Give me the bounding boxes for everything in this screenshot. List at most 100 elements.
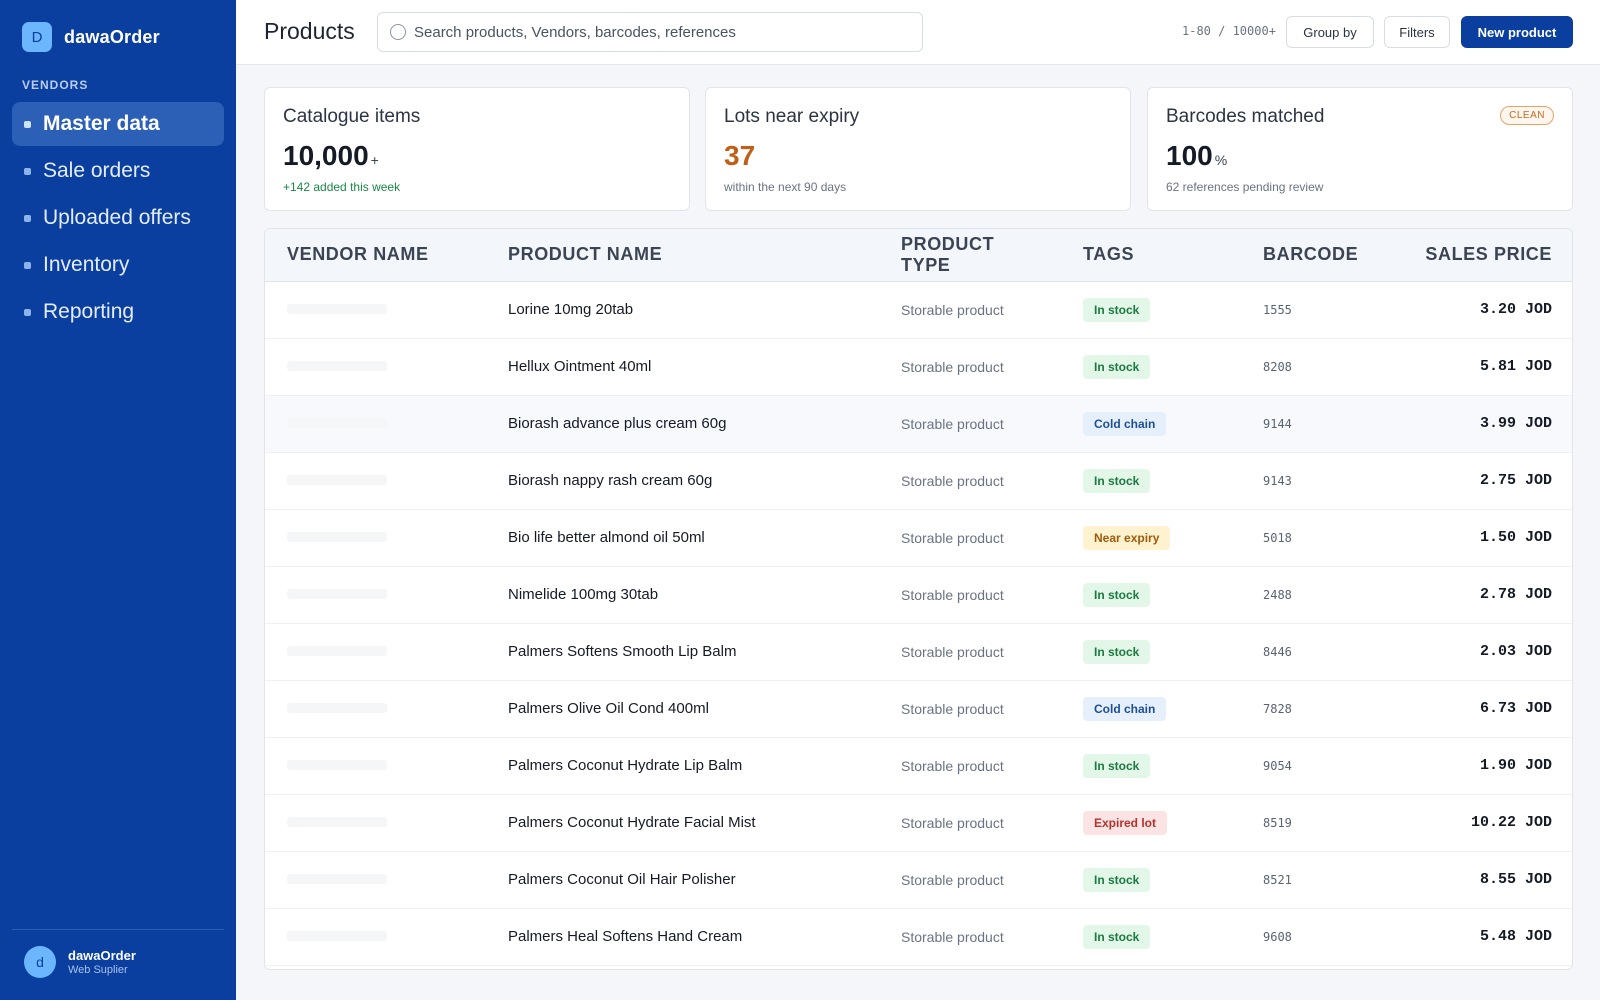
column-header-barcode[interactable]: BARCODE xyxy=(1263,244,1359,265)
column-header-tags[interactable]: TAGS xyxy=(1083,244,1135,265)
table-row[interactable]: Palmers Olive Oil Cond 400ml Storable pro… xyxy=(265,680,1572,737)
stat-number: 10,000 xyxy=(283,140,369,171)
page-title: Products xyxy=(264,18,355,44)
bullet-icon xyxy=(24,167,31,175)
stat-value: 37 xyxy=(724,140,1112,172)
product-name-cell[interactable]: Nimelide 100mg 30tab xyxy=(508,586,659,603)
vendor-cell xyxy=(265,566,486,623)
tags-cell: In stock xyxy=(1061,908,1241,965)
product-type-cell: Storable product xyxy=(901,871,1004,888)
table-row[interactable]: Palmers Heal Softens Hand Cream Storable … xyxy=(265,908,1572,965)
price-cell: 3.99 JOD xyxy=(1479,415,1552,432)
column-header-product[interactable]: PRODUCT NAME xyxy=(508,244,663,265)
stat-value: 100% xyxy=(1166,140,1554,172)
product-name-cell[interactable]: Biorash advance plus cream 60g xyxy=(508,415,727,432)
tag-badge: In stock xyxy=(1083,639,1151,664)
bullet-icon xyxy=(24,261,31,269)
tag-badge: In stock xyxy=(1083,753,1151,778)
brand[interactable]: D dawaOrder xyxy=(22,22,160,52)
vendor-cell xyxy=(265,851,486,908)
barcode-cell: 9054 xyxy=(1263,758,1292,773)
column-header-price[interactable]: SALES PRICE xyxy=(1425,244,1552,265)
price-cell: 1.90 JOD xyxy=(1479,757,1552,774)
product-name-cell[interactable]: Palmers Coconut Hydrate Lip Balm xyxy=(508,757,743,774)
sidebar: D dawaOrder VENDORS Master data Sale ord… xyxy=(0,0,236,1000)
product-name-cell[interactable]: Palmers Coconut Hydrate Facial Mist xyxy=(508,814,756,831)
tag-badge: Expired lot xyxy=(1083,810,1168,835)
product-name-cell[interactable]: Palmers Softens Smooth Lip Balm xyxy=(508,643,737,660)
tag-badge: In stock xyxy=(1083,297,1151,322)
sidebar-item-master-data[interactable]: Master data xyxy=(12,102,224,146)
table-row[interactable]: Palmers Coconut Oil Hair Polisher Storabl… xyxy=(265,851,1572,908)
filters-button[interactable]: Filters xyxy=(1384,16,1450,48)
product-type-cell: Storable product xyxy=(901,415,1004,432)
product-type-cell: Storable product xyxy=(901,472,1004,489)
product-type-cell: Storable product xyxy=(901,928,1004,945)
price-cell: 5.81 JOD xyxy=(1479,358,1552,375)
vendor-cell xyxy=(265,281,486,338)
stat-number: 100 xyxy=(1166,140,1213,171)
table-row[interactable]: Biorash nappy rash cream 60g Storable pro… xyxy=(265,452,1572,509)
search-box[interactable] xyxy=(377,12,923,52)
tags-cell: Near expiry xyxy=(1061,509,1241,566)
sidebar-item-label: Master data xyxy=(43,112,160,135)
bullet-icon xyxy=(24,308,31,316)
table-row[interactable]: Palmers Softens Smooth Lip Balm Storable … xyxy=(265,623,1572,680)
table-row[interactable]: Lorine 10mg 20tab Storable product In stoc… xyxy=(265,281,1572,338)
product-type-cell: Storable product xyxy=(901,643,1004,660)
sidebar-item-label: Reporting xyxy=(43,300,135,323)
tags-cell: In stock xyxy=(1061,737,1241,794)
product-name-cell[interactable]: Palmers Coconut Oil Hair Polisher xyxy=(508,871,736,888)
product-name-cell[interactable]: Hellux Ointment 40ml xyxy=(508,358,652,375)
table-row[interactable]: Palmers Coconut Hydrate Facial Mist Stora… xyxy=(265,794,1572,851)
tags-cell: In stock xyxy=(1061,566,1241,623)
table-row[interactable]: Nimelide 100mg 30tab Storable product In s… xyxy=(265,566,1572,623)
sidebar-item-label: Inventory xyxy=(43,253,130,276)
new-product-button[interactable]: New product xyxy=(1461,16,1573,48)
vendor-cell xyxy=(265,452,486,509)
barcode-cell: 8519 xyxy=(1263,815,1292,830)
stat-unit: % xyxy=(1214,152,1228,168)
product-name-cell[interactable]: Bio life better almond oil 50ml xyxy=(508,529,705,546)
sidebar-item-sale-orders[interactable]: Sale orders xyxy=(12,149,224,193)
sidebar-item-inventory[interactable]: Inventory xyxy=(12,243,224,287)
column-header-vendor[interactable]: VENDOR NAME xyxy=(287,244,429,265)
product-name-cell[interactable]: Biorash nappy rash cream 60g xyxy=(508,472,713,489)
product-name-cell[interactable]: Palmers Olive Oil Cond 400ml xyxy=(508,700,709,717)
product-type-cell: Storable product xyxy=(901,700,1004,717)
barcode-cell: 2488 xyxy=(1263,587,1292,602)
tags-cell: In stock xyxy=(1061,851,1241,908)
vendor-cell xyxy=(265,338,486,395)
bullet-icon xyxy=(24,214,31,222)
product-name-cell[interactable]: Palmers Heal Softens Hand Cream xyxy=(508,928,743,945)
pager[interactable]: 1-80 / 10000+ xyxy=(1182,24,1276,38)
stat-title: Lots near expiry xyxy=(724,106,860,127)
search-input[interactable] xyxy=(414,23,914,41)
product-type-cell: Storable product xyxy=(901,586,1004,603)
barcode-cell: 8446 xyxy=(1263,644,1292,659)
vendor-placeholder xyxy=(287,817,387,827)
sidebar-item-reporting[interactable]: Reporting xyxy=(12,290,224,334)
table-row[interactable]: Bio life better almond oil 50ml Storable … xyxy=(265,509,1572,566)
vendor-placeholder xyxy=(287,874,387,884)
stat-number: 37 xyxy=(724,140,756,171)
user-profile[interactable]: d dawaOrder Web Suplier xyxy=(12,929,224,978)
price-cell: 5.48 JOD xyxy=(1479,928,1552,945)
sidebar-item-uploaded-offers[interactable]: Uploaded offers xyxy=(12,196,224,240)
vendor-placeholder xyxy=(287,418,387,428)
user-info: dawaOrder Web Suplier xyxy=(68,948,136,976)
table-row[interactable]: Palmers Coconut Hydrate Lip Balm Storable… xyxy=(265,737,1572,794)
top-bar: Products 1-80 / 10000+ Group by Filters … xyxy=(236,0,1600,65)
price-cell: 3.20 JOD xyxy=(1479,301,1552,318)
product-name-cell[interactable]: Lorine 10mg 20tab xyxy=(508,301,634,318)
table-row[interactable]: Biorash advance plus cream 60g Storable p… xyxy=(265,395,1572,452)
vendor-placeholder xyxy=(287,760,387,770)
vendor-placeholder xyxy=(287,646,387,656)
price-cell: 2.03 JOD xyxy=(1479,643,1552,660)
tag-badge: Cold chain xyxy=(1083,696,1167,721)
price-cell: 1.50 JOD xyxy=(1479,529,1552,546)
group-by-button[interactable]: Group by xyxy=(1286,16,1374,48)
table-row[interactable]: Hellux Ointment 40ml Storable product In s… xyxy=(265,338,1572,395)
column-header-type[interactable]: PRODUCT TYPE xyxy=(901,233,995,275)
sidebar-section-label: VENDORS xyxy=(22,78,89,92)
